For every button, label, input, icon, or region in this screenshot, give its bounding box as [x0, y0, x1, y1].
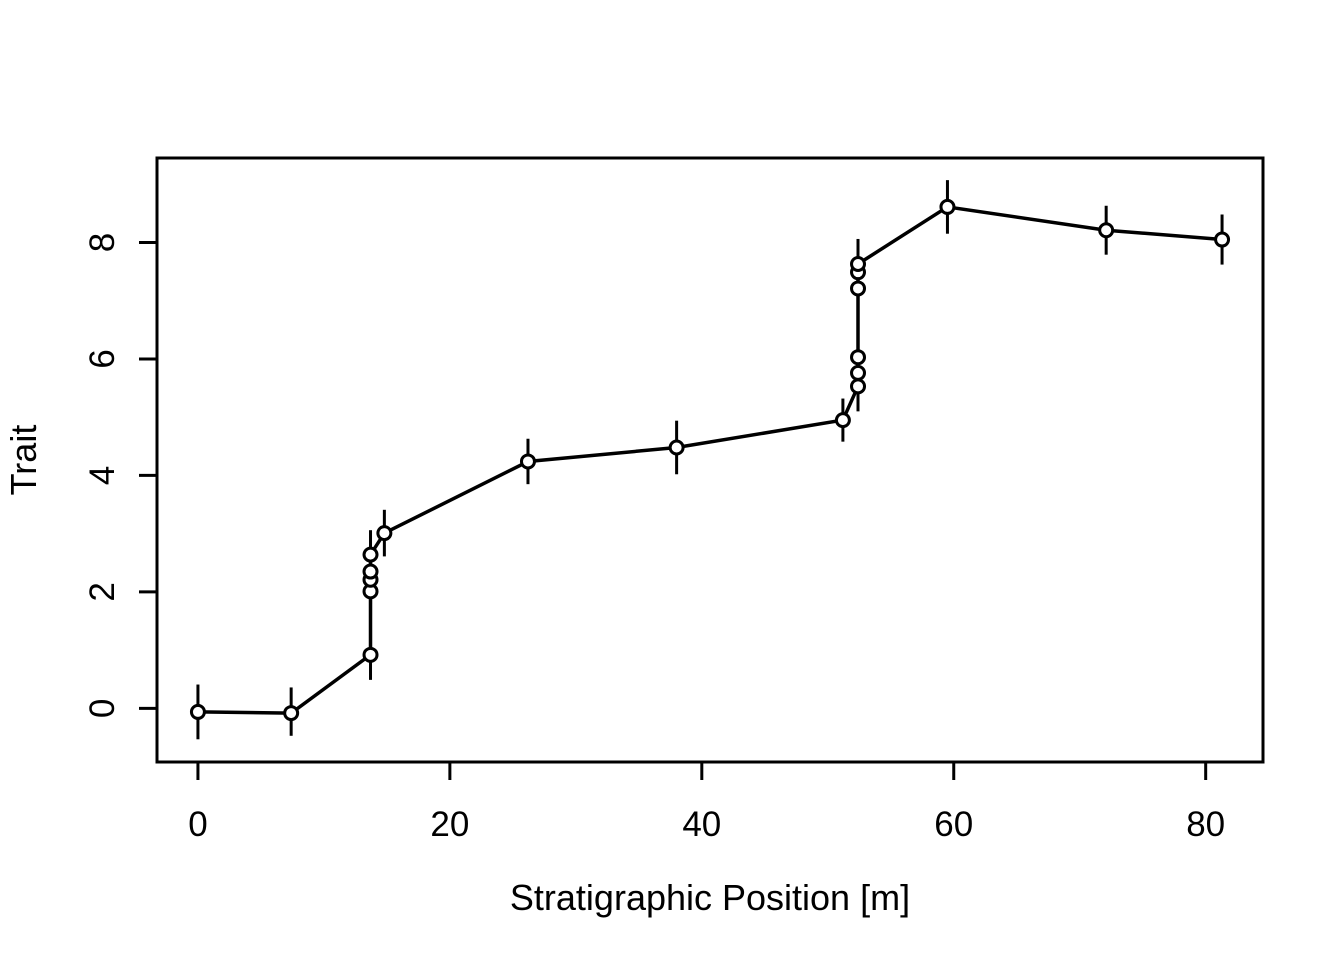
data-point [850, 256, 867, 273]
y-tick-label: 8 [83, 233, 122, 252]
x-tick-label: 80 [1186, 805, 1225, 844]
data-point [834, 412, 851, 429]
y-tick-label: 0 [83, 699, 122, 718]
data-point [376, 525, 393, 542]
y-tick-label: 6 [83, 349, 122, 368]
data-point [283, 705, 300, 722]
data-point [850, 280, 867, 297]
chart-layer: 0 20 40 60 80 0 2 4 6 8 [83, 156, 1265, 844]
data-point [850, 349, 867, 366]
y-axis-label: Trait [3, 425, 44, 496]
data-point [189, 703, 206, 720]
data-point [519, 453, 536, 470]
data-point [850, 364, 867, 381]
data-point [850, 378, 867, 395]
y-tick-label: 2 [83, 582, 122, 601]
plot-border [155, 156, 1265, 764]
y-tick-label: 4 [83, 466, 122, 485]
data-point [362, 546, 379, 563]
data-point [1098, 222, 1115, 239]
data-point [668, 439, 685, 456]
x-tick-label: 0 [188, 805, 207, 844]
data-point [1214, 231, 1231, 248]
x-axis-label: Stratigraphic Position [m] [510, 877, 910, 918]
data-line [197, 205, 1223, 715]
data-point [362, 563, 379, 580]
data-point [939, 198, 956, 215]
x-tick-label: 40 [682, 805, 721, 844]
x-tick-label: 60 [934, 805, 973, 844]
data-point [362, 646, 379, 663]
x-tick-label: 20 [430, 805, 469, 844]
